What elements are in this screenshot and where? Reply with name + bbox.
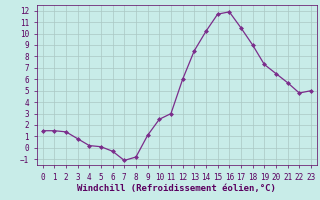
X-axis label: Windchill (Refroidissement éolien,°C): Windchill (Refroidissement éolien,°C) [77, 184, 276, 193]
